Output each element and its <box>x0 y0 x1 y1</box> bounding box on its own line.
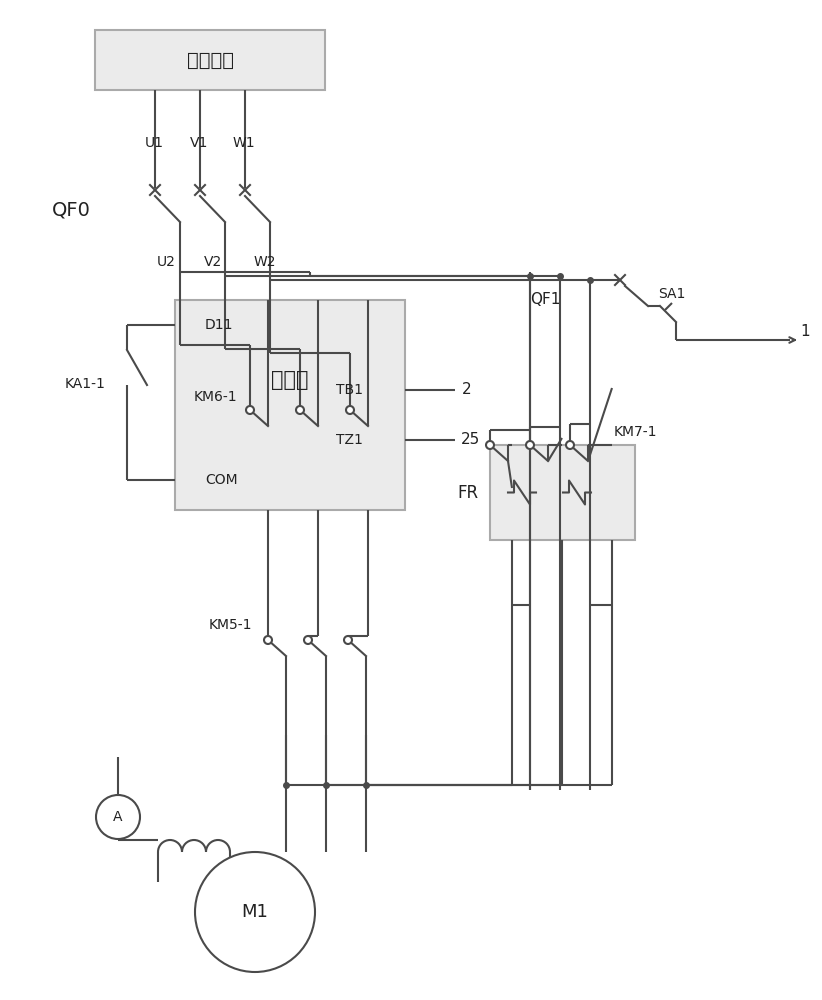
Circle shape <box>566 441 574 449</box>
Text: KM7-1: KM7-1 <box>613 425 657 439</box>
Text: 三相电源: 三相电源 <box>187 50 233 70</box>
Circle shape <box>526 441 534 449</box>
Text: QF0: QF0 <box>52 200 91 220</box>
Bar <box>175 300 405 510</box>
Circle shape <box>486 441 494 449</box>
Text: FR: FR <box>457 484 478 502</box>
Circle shape <box>246 406 254 414</box>
Circle shape <box>346 406 354 414</box>
Text: W1: W1 <box>233 136 256 150</box>
Circle shape <box>344 636 352 644</box>
Text: TB1: TB1 <box>336 383 363 397</box>
Bar <box>95 30 325 90</box>
Text: W2: W2 <box>254 255 276 269</box>
Text: 25: 25 <box>460 432 479 448</box>
Text: KM6-1: KM6-1 <box>193 390 237 404</box>
Text: A: A <box>113 810 122 824</box>
Circle shape <box>96 795 140 839</box>
Text: U1: U1 <box>145 136 164 150</box>
Text: SA1: SA1 <box>658 287 686 301</box>
Circle shape <box>296 406 304 414</box>
Circle shape <box>304 636 312 644</box>
Text: V1: V1 <box>190 136 208 150</box>
Circle shape <box>195 852 315 972</box>
Text: 1: 1 <box>800 324 810 340</box>
Text: V2: V2 <box>204 255 222 269</box>
Text: TZ1: TZ1 <box>336 433 363 447</box>
Text: 2: 2 <box>462 382 472 397</box>
Circle shape <box>264 636 272 644</box>
Text: QF1: QF1 <box>530 292 560 308</box>
Text: 变频器: 变频器 <box>271 370 309 390</box>
Text: U2: U2 <box>156 255 175 269</box>
Bar <box>490 445 635 540</box>
Text: D11: D11 <box>205 318 233 332</box>
Text: COM: COM <box>205 473 238 487</box>
Text: KA1-1: KA1-1 <box>65 377 105 391</box>
Text: KM5-1: KM5-1 <box>208 618 252 632</box>
Text: M1: M1 <box>242 903 269 921</box>
